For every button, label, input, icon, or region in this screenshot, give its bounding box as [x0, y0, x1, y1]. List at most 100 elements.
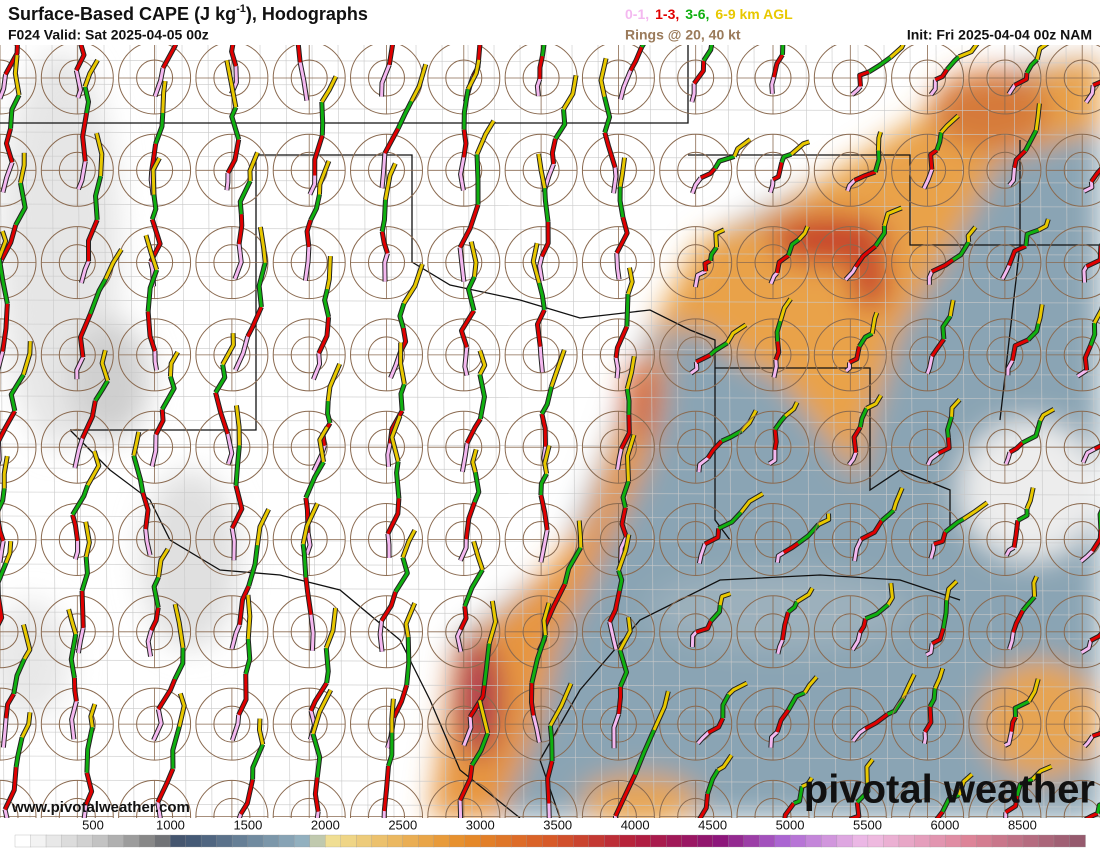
hodo-trace	[74, 69, 83, 99]
hodo-trace	[703, 259, 712, 272]
hodo-trace	[67, 608, 78, 635]
hodograph	[659, 680, 748, 761]
hodo-trace	[944, 517, 965, 534]
hodo-trace	[309, 194, 321, 221]
hodo-trace	[4, 693, 16, 719]
hodo-trace	[851, 727, 867, 743]
hodo-trace	[535, 78, 542, 97]
title-text: Surface-Based CAPE (J kg	[8, 4, 236, 24]
colorbar-swatch	[1069, 834, 1086, 848]
hodo-trace	[237, 214, 244, 245]
hodo-trace	[784, 401, 799, 418]
hodo-trace	[547, 803, 551, 818]
hodo-trace	[0, 522, 5, 542]
colorbar-swatch	[154, 834, 171, 848]
hodograph	[891, 398, 965, 484]
hodograph	[0, 712, 37, 818]
hodo-trace	[171, 726, 181, 769]
title-sup: -1	[236, 3, 246, 15]
colorbar-swatch	[728, 834, 745, 848]
hodo-trace	[530, 634, 547, 684]
hodograph	[504, 444, 578, 576]
hodo-trace	[1093, 309, 1100, 324]
county-line	[649, 45, 655, 818]
hodo-trace	[258, 226, 267, 263]
hodograph	[195, 333, 269, 484]
hodo-trace	[324, 647, 330, 684]
hodo-trace	[154, 409, 165, 436]
county-line	[1065, 45, 1071, 818]
hodo-trace	[1083, 735, 1094, 748]
hodo-trace	[230, 624, 241, 650]
colorbar: 500 1000 1500 2000 2500 3000 3500 4000 4500 5000 5…	[14, 817, 1086, 848]
hodo-trace	[386, 443, 392, 467]
hodo-trace	[226, 433, 234, 465]
county-line	[0, 371, 1100, 376]
hodo-trace	[149, 607, 160, 631]
hodo-trace	[230, 527, 236, 561]
hodo-trace	[12, 658, 26, 695]
hodograph	[504, 520, 584, 669]
colorbar-swatch	[309, 834, 326, 848]
colorbar-swatch	[759, 834, 776, 848]
hodo-trace	[851, 85, 862, 96]
hodo-trace	[83, 86, 91, 114]
hodo-trace	[690, 631, 698, 648]
hodograph	[891, 45, 980, 115]
hodograph	[504, 242, 578, 392]
hodo-trace	[458, 204, 480, 249]
hodo-trace	[617, 534, 631, 571]
colorbar-swatch	[138, 834, 156, 848]
hodo-trace	[144, 528, 152, 556]
colorbar-swatch	[402, 834, 419, 848]
hodo-trace	[157, 678, 177, 711]
hodograph	[118, 431, 192, 576]
hodo-trace	[473, 471, 481, 503]
colorbar-swatch	[790, 834, 807, 848]
hodograph	[40, 608, 114, 761]
hodo-trace	[76, 627, 85, 654]
hodo-trace	[1013, 149, 1027, 169]
hodo-trace	[84, 772, 94, 806]
hodo-trace	[927, 270, 934, 285]
colorbar-label: 3000	[466, 817, 495, 832]
hodo-trace	[704, 528, 721, 546]
hodo-trace	[1085, 245, 1100, 268]
hodograph	[968, 487, 1042, 576]
hodograph	[350, 698, 423, 818]
colorbar-label: 8500	[1008, 817, 1037, 832]
county-line	[363, 45, 369, 818]
hodo-trace	[713, 155, 735, 170]
hodo-trace	[304, 461, 325, 499]
hodo-trace	[161, 80, 167, 114]
hodo-trace	[0, 257, 9, 304]
hodograph	[118, 45, 192, 115]
colorbar-swatch	[418, 834, 435, 848]
hodo-trace	[1004, 451, 1012, 465]
colorbar-swatch	[697, 834, 714, 848]
hodo-trace	[150, 194, 158, 220]
hodograph	[968, 103, 1042, 207]
hodo-trace	[608, 621, 618, 650]
hodo-trace	[538, 346, 544, 373]
hodo-trace	[874, 225, 886, 247]
colorbar-swatch	[712, 834, 729, 848]
hodo-trace	[577, 520, 583, 548]
hodo-trace	[706, 439, 723, 459]
hodo-trace	[768, 179, 775, 193]
hodo-trace	[13, 54, 21, 96]
hodo-trace	[739, 492, 764, 514]
hodo-trace	[1004, 731, 1013, 747]
hodo-trace	[1089, 322, 1097, 346]
hodo-trace	[1032, 575, 1038, 597]
hodo-trace	[858, 618, 868, 634]
hodo-trace	[540, 386, 553, 415]
hodograph	[813, 205, 903, 300]
hodo-trace	[471, 448, 478, 473]
hodo-trace	[1091, 529, 1100, 552]
hodo-trace	[801, 777, 814, 788]
hodo-trace	[933, 531, 947, 546]
hodo-trace	[100, 349, 110, 382]
colorbar-swatch	[526, 834, 543, 848]
